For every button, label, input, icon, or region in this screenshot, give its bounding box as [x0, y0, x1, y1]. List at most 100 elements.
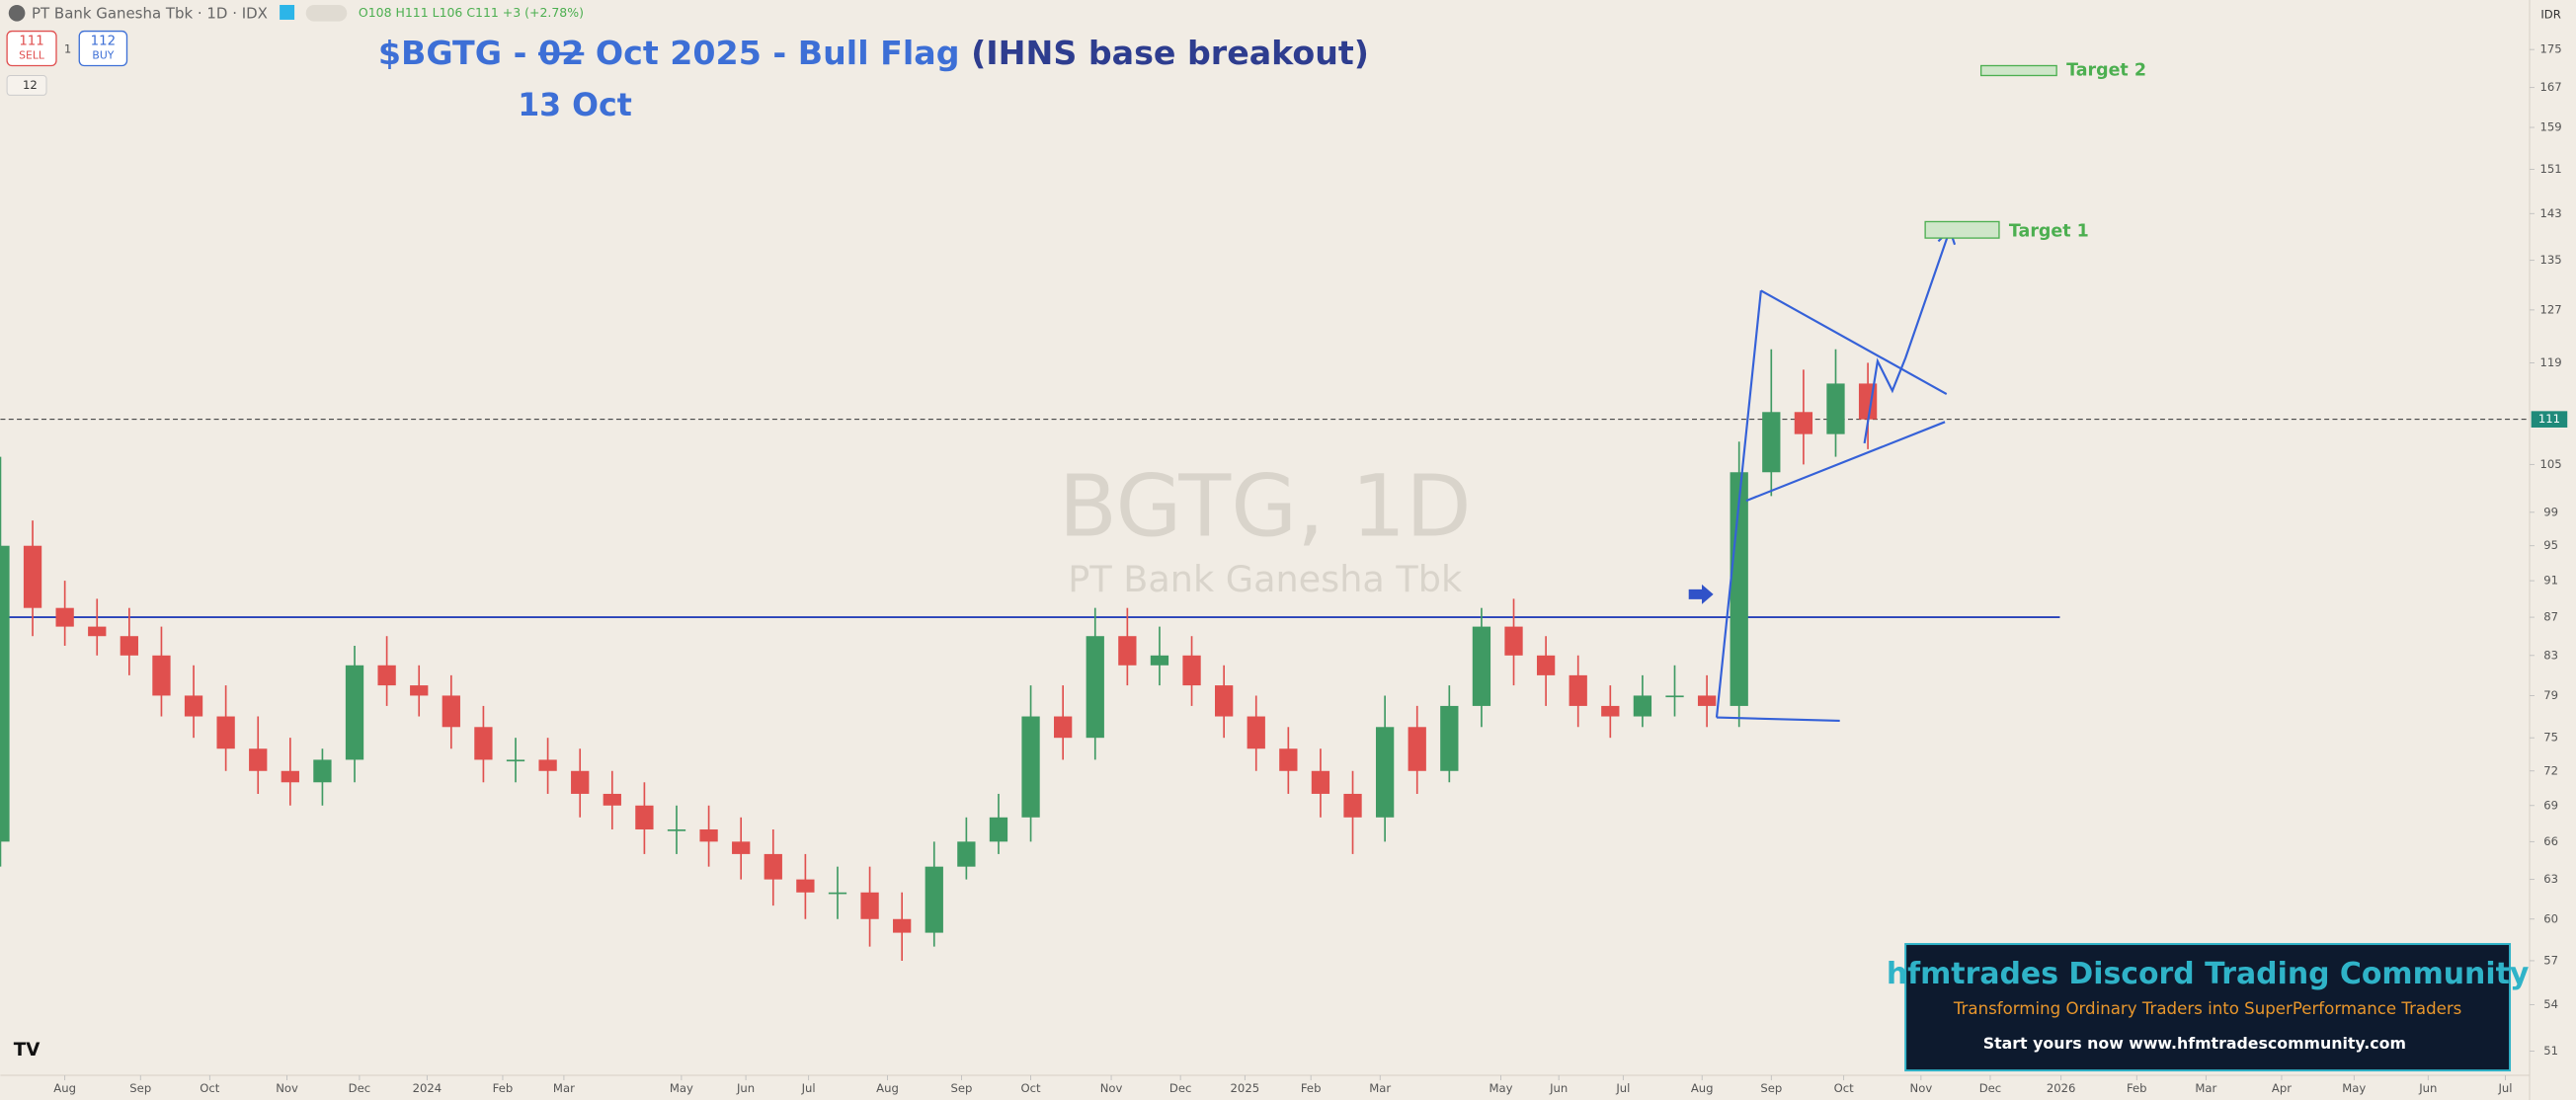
candle-body	[957, 841, 976, 867]
y-tick-label: 91	[2543, 574, 2558, 588]
last-price-label: 111	[2538, 412, 2560, 426]
candle-body	[216, 716, 235, 749]
base-line	[1716, 716, 1840, 722]
candle-body	[1150, 655, 1169, 666]
y-tick-label: 151	[2540, 162, 2562, 176]
banner-box	[1904, 943, 2512, 1072]
y-tick-label: 75	[2543, 731, 2558, 745]
sell-price[interactable]: 111	[19, 35, 43, 49]
candle-body	[1343, 793, 1362, 818]
chart-title: $BGTG - 02 Oct 2025 - Bull Flag (IHNS ba…	[378, 33, 1369, 71]
y-tick-label: 143	[2540, 206, 2562, 220]
x-tick-label: Nov	[1910, 1081, 1933, 1095]
x-tick-label: Oct	[1021, 1081, 1042, 1095]
flag-icon[interactable]	[280, 4, 295, 20]
candle-body	[1408, 727, 1426, 771]
y-tick-label: 167	[2540, 80, 2562, 94]
y-tick-label: 66	[2543, 834, 2558, 848]
buy-button[interactable]	[78, 30, 128, 67]
y-tick-label: 63	[2543, 872, 2558, 886]
candle-body	[538, 759, 557, 771]
x-tick-label: Jun	[2418, 1081, 2437, 1095]
target-1-box	[1924, 220, 2000, 239]
y-tick-label: 60	[2543, 911, 2558, 925]
candle-body	[1504, 626, 1523, 656]
symbol[interactable]: PT Bank Ganesha Tbk	[32, 4, 193, 22]
interval[interactable]: 1D	[206, 4, 227, 22]
candle-body	[442, 695, 460, 728]
x-tick-label: Jun	[1549, 1081, 1568, 1095]
target-1-label: Target 1	[2009, 221, 2089, 241]
candle-body	[764, 853, 782, 880]
indicator-toggle[interactable]	[6, 74, 47, 96]
candle-body	[184, 695, 203, 717]
candle-body	[893, 918, 912, 933]
buy-label[interactable]: BUY	[92, 49, 114, 62]
banner-cta[interactable]: Start yours now www.hfmtradescommunity.c…	[1983, 1034, 2406, 1053]
breakout-arrow	[1688, 584, 1714, 604]
candle-body	[23, 545, 42, 608]
x-tick-label: May	[2342, 1081, 2366, 1095]
x-tick-label: Dec	[1979, 1081, 2002, 1095]
sell-button[interactable]	[6, 30, 57, 67]
candle-body	[603, 793, 621, 806]
candle-body	[860, 892, 879, 919]
y-tick-label: 87	[2543, 610, 2558, 624]
candle-body	[313, 759, 332, 783]
x-tick-label: Sep	[1760, 1081, 1782, 1095]
candle-body	[1826, 383, 1845, 434]
y-tick-label: 135	[2540, 253, 2562, 267]
candle-body	[345, 665, 364, 760]
candle-body	[1311, 770, 1330, 794]
x-tick-label: Feb	[1301, 1081, 1322, 1095]
candle-body	[699, 828, 718, 842]
candle-body	[1182, 655, 1201, 686]
x-tick-label: Oct	[1834, 1081, 1855, 1095]
candle-body	[1601, 705, 1620, 717]
candle-body	[1214, 685, 1234, 717]
candle-body	[635, 805, 654, 829]
x-tick-label: Aug	[53, 1081, 76, 1095]
x-tick-label: Sep	[129, 1081, 151, 1095]
status-pill[interactable]	[305, 4, 348, 22]
x-tick-label: Aug	[1691, 1081, 1714, 1095]
drawings	[1715, 227, 1957, 722]
banner-tagline: Transforming Ordinary Traders into Super…	[1953, 999, 2461, 1018]
x-tick-label: May	[670, 1081, 693, 1095]
buy-price[interactable]: 112	[91, 35, 116, 49]
candle-body	[377, 665, 396, 686]
spread: 1	[64, 41, 71, 55]
candle-body	[1569, 674, 1587, 706]
candle-body	[474, 727, 493, 760]
candle-body	[1440, 705, 1459, 771]
candle-body	[1279, 748, 1298, 771]
title-struck: 02	[538, 33, 584, 71]
ohlc: O108 H111 L106 C111 +3 (+2.78%)	[359, 5, 584, 20]
candle-body	[1021, 716, 1040, 818]
currency[interactable]: IDR	[2540, 7, 2560, 21]
title-rest: Oct 2025 - Bull Flag	[584, 33, 971, 71]
y-tick-label: 69	[2543, 798, 2558, 812]
y-tick-label: 79	[2543, 688, 2558, 702]
tv-logo[interactable]: TV	[14, 1040, 40, 1061]
candle-body	[1762, 412, 1781, 473]
x-tick-label: May	[1489, 1081, 1512, 1095]
x-tick-label: Dec	[1169, 1081, 1192, 1095]
y-tick-label: 99	[2543, 505, 2558, 518]
candle-body	[925, 866, 943, 933]
y-tick-label: 159	[2540, 120, 2562, 134]
candle-body	[1730, 472, 1748, 706]
candle-body	[1375, 727, 1395, 818]
flag-lower	[1745, 421, 1946, 503]
target-2-label: Target 2	[2066, 60, 2146, 80]
axes: 51 54 57 60 63 66 69 72 75 79 83 87 91 95 99 105 119 127 1…	[0, 42, 2568, 1095]
candle-body	[1472, 626, 1491, 706]
sell-label[interactable]: SELL	[19, 49, 44, 62]
x-tick-label: Mar	[553, 1081, 575, 1095]
y-tick-label: 127	[2540, 302, 2562, 316]
banner-title: hfmtrades Discord Trading Community	[1887, 957, 2530, 991]
candle-body	[120, 636, 138, 656]
candle-body	[0, 545, 10, 842]
indicator-count[interactable]: 12	[23, 78, 38, 92]
